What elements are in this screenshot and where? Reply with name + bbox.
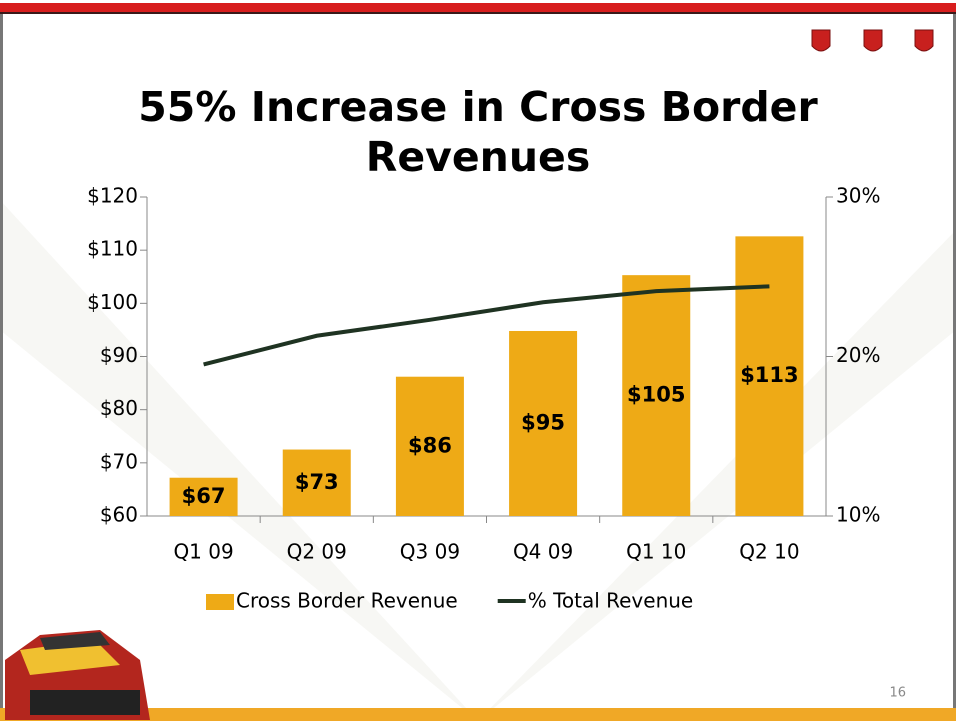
background-ray: [0, 200, 478, 721]
x-tick-label: Q1 10: [626, 540, 686, 564]
y-tick-label: $110: [87, 237, 138, 261]
y-tick-label: $60: [100, 503, 138, 527]
bottom-bar: [0, 708, 956, 721]
train-image: [5, 630, 150, 720]
legend-swatch: [206, 594, 234, 610]
y2-tick-label: 10%: [836, 503, 880, 527]
chart-title: 55% Increase in Cross Border Revenues: [138, 83, 818, 181]
data-label: $105: [627, 383, 685, 407]
bar: [735, 236, 804, 517]
line: [203, 284, 770, 367]
y-tick-label: $80: [100, 396, 138, 420]
top-bar-line: [0, 12, 956, 14]
left-edge: [0, 14, 3, 714]
data-label: $113: [740, 363, 798, 387]
data-label: $86: [408, 433, 452, 457]
legend-label: % Total Revenue: [528, 589, 694, 613]
y-tick-label: $120: [87, 184, 138, 208]
data-label: $73: [295, 470, 339, 494]
y-tick-label: $90: [100, 343, 138, 367]
bar: [509, 330, 578, 516]
y2-tick-label: 20%: [836, 343, 880, 367]
x-tick-label: Q3 09: [400, 540, 460, 564]
background-ray: [478, 230, 956, 721]
top-bar: [0, 3, 956, 12]
x-tick-label: Q2 09: [287, 540, 347, 564]
page-number: 16: [889, 686, 906, 701]
data-label: $67: [182, 484, 226, 508]
x-tick-label: Q4 09: [513, 540, 573, 564]
x-tick-label: Q1 09: [173, 540, 233, 564]
data-label: $95: [521, 410, 565, 434]
legend-label: Cross Border Revenue: [236, 589, 458, 613]
bar: [622, 275, 691, 516]
y-tick-label: $70: [100, 449, 138, 473]
y2-tick-label: 30%: [836, 184, 880, 208]
bar: [169, 477, 238, 516]
right-edge: [953, 14, 956, 714]
logos: [811, 29, 934, 52]
y-tick-label: $100: [87, 290, 138, 314]
x-tick-label: Q2 10: [739, 540, 799, 564]
bar: [395, 376, 464, 516]
bar: [282, 449, 351, 516]
